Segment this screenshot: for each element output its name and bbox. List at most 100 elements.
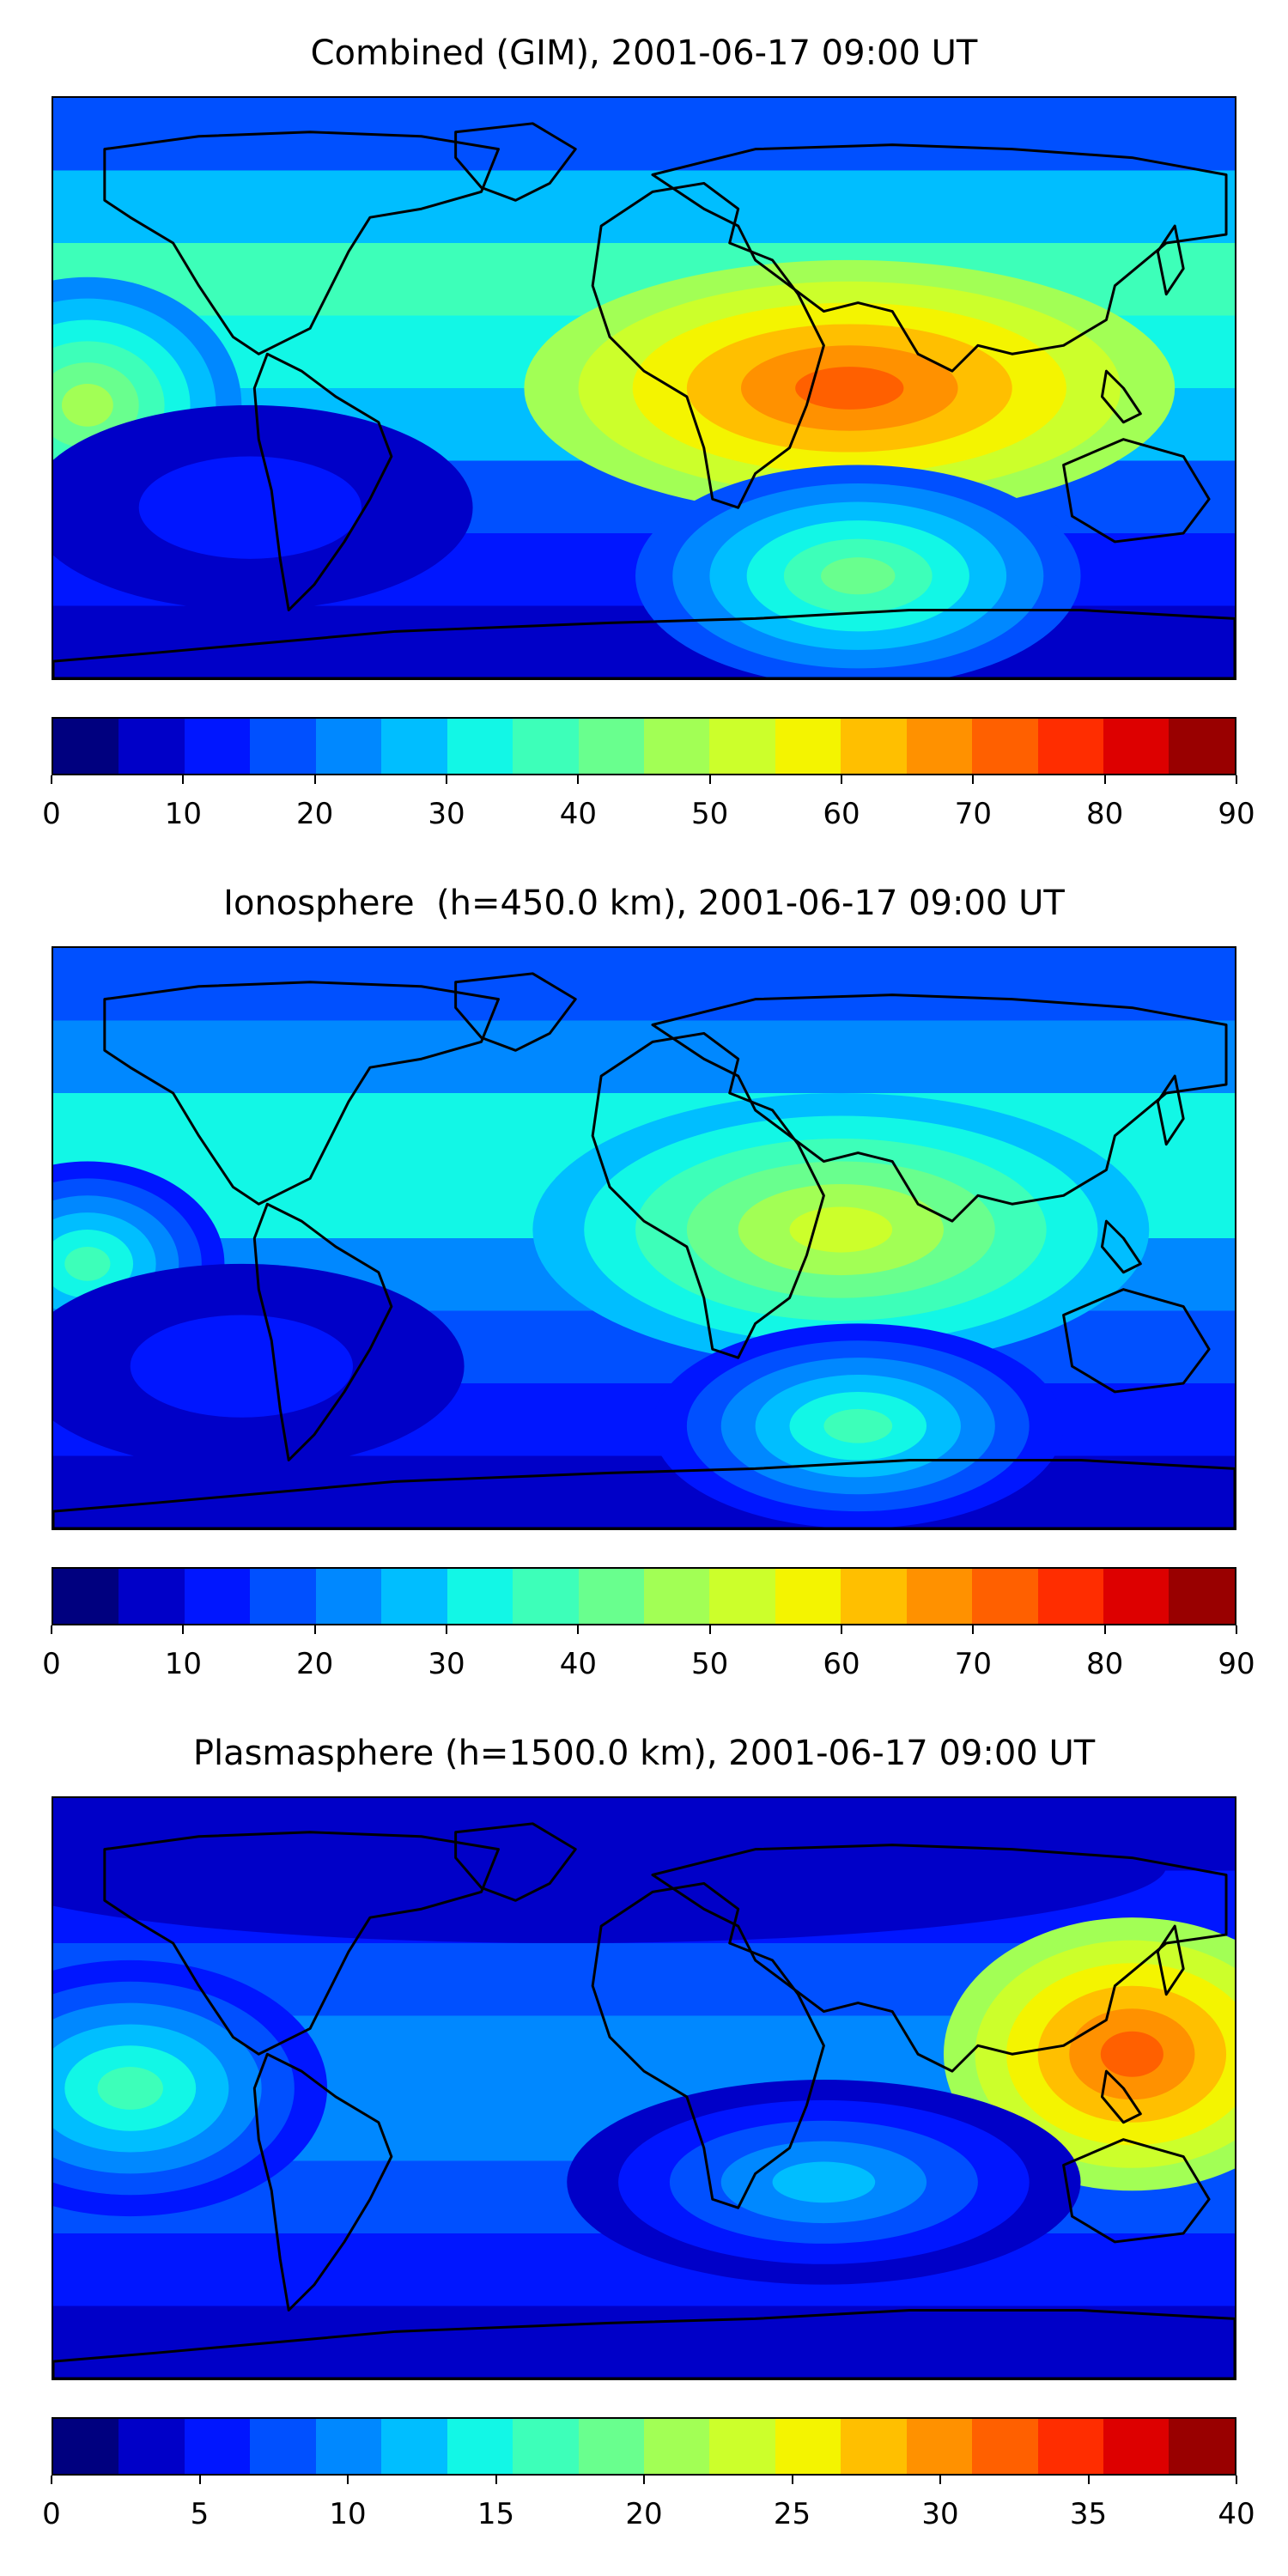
colorbar-segment [1103,1569,1170,1624]
coastline [1156,1924,1185,1996]
panel-ionosphere: Ionosphere (h=450.0 km), 2001-06-17 09:0… [0,850,1288,1709]
colorbar-tick [51,1625,52,1634]
colorbar [52,2417,1236,2476]
tec-region [53,1263,465,1469]
colorbar-tick [972,1625,975,1634]
colorbar-tick-label: 0 [42,797,61,831]
tec-contour [64,1246,111,1281]
colorbar-tick-label: 35 [1069,2497,1108,2531]
coastline [591,1881,825,2209]
colorbar-tick-label: 70 [954,1647,992,1681]
colorbar-tick [1103,1625,1106,1634]
coastline [454,1822,577,1902]
colorbar-tick [972,775,975,784]
colorbar-tick [1236,2476,1237,2484]
tec-background-band [53,2306,1235,2379]
coastline [1100,369,1142,424]
colorbar-tick-label: 15 [477,2497,515,2531]
colorbar-tick [495,2476,497,2484]
coastline [1156,1074,1185,1146]
colorbar-tick [841,775,842,784]
colorbar [52,1567,1236,1625]
colorbar-segment [906,719,973,774]
colorbar-segment [775,719,841,774]
tec-region [652,1323,1064,1528]
colorbar-segment [1169,2419,1235,2474]
colorbar-tick-label: 70 [954,797,992,831]
coastline [454,122,577,202]
colorbar-segment [447,719,513,774]
colorbar-segment [972,2419,1038,2474]
tec-contour [1100,2031,1163,2077]
coastline [252,2052,393,2312]
colorbar-segment [315,2419,382,2474]
coastline [103,1831,500,2056]
colorbar-segment [53,719,119,774]
colorbar-segment [118,2419,185,2474]
tec-map [52,1796,1236,2380]
colorbar-tick-label: 40 [559,797,597,831]
colorbar-tick [708,775,711,784]
colorbar-segment [53,2419,119,2474]
colorbar-segment [513,1569,579,1624]
tec-contour [138,456,361,559]
coastline [53,2308,1235,2379]
coastline [53,1458,1235,1528]
coastline [103,131,500,355]
panel-title: Plasmasphere (h=1500.0 km), 2001-06-17 0… [192,1734,1096,1773]
tec-map-svg [53,1798,1235,2379]
colorbar-tick [1103,775,1106,784]
colorbar-segment [709,1569,775,1624]
colorbar-tick [577,1625,580,1634]
colorbar-tick [708,1625,711,1634]
colorbar-segment [118,1569,185,1624]
tec-region [53,1959,328,2217]
colorbar-segment [578,2419,644,2474]
colorbar-tick-label: 40 [1218,2497,1255,2531]
colorbar-segment [1169,1569,1235,1624]
colorbar-tick-label: 90 [1218,1647,1255,1681]
tec-region [53,404,473,611]
coastline [591,181,825,509]
colorbar-tick-label: 30 [921,2497,959,2531]
colorbar-tick-label: 80 [1086,797,1124,831]
tec-contour [795,367,904,410]
coastline [53,608,1235,678]
colorbar-tick-label: 10 [329,2497,367,2531]
colorbar-tick [198,2476,201,2484]
coastline [454,972,577,1052]
colorbar-tick [791,2476,793,2484]
coastline [1062,2138,1211,2244]
coastline [252,352,393,611]
colorbar-ticks: 0 10 20 30 40 50 60 70 80 90 [42,775,1255,831]
coastline [591,1031,825,1359]
tec-map [52,946,1236,1530]
tec-contour [821,557,896,595]
colorbar-tick [841,1625,842,1634]
colorbar-segment [906,2419,973,2474]
colorbar-segment [972,1569,1038,1624]
colorbar-ticks: 0 10 20 30 40 50 60 70 80 90 [42,1625,1255,1681]
colorbar-segment [118,719,185,774]
coastline [1100,1219,1142,1274]
colorbar-segment [250,2419,316,2474]
colorbar-tick [182,1625,185,1634]
tec-region [524,259,1176,517]
colorbar-tick [939,2476,941,2484]
panel-title: Ionosphere (h=450.0 km), 2001-06-17 09:0… [223,884,1065,923]
colorbar-segment [841,719,907,774]
colorbar-tick [51,775,52,784]
colorbar-tick [51,2476,52,2484]
colorbar-segment [1103,719,1170,774]
coastline [252,1202,393,1461]
colorbar-tick [182,775,185,784]
coastline [651,993,1228,1223]
coastline [103,981,500,1206]
tec-region [567,2080,1081,2285]
colorbar-segment [841,1569,907,1624]
colorbar-tick [577,775,580,784]
tec-contour [789,1206,893,1253]
colorbar-segment [1103,2419,1170,2474]
colorbar-tick [1236,1625,1237,1634]
colorbar-segment [53,1569,119,1624]
